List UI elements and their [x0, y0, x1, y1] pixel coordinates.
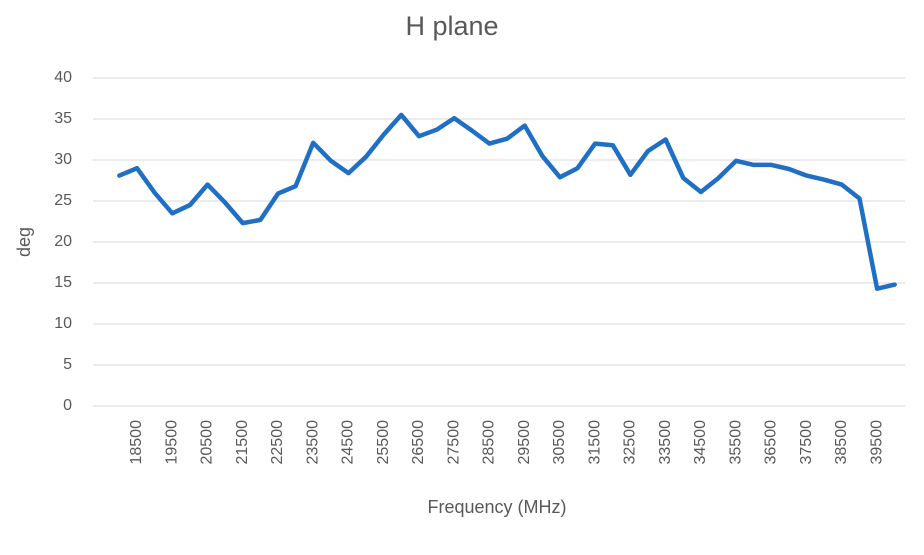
y-tick-label: 0	[63, 397, 72, 414]
x-tick-label: 27500	[445, 420, 462, 465]
x-tick-label: 30500	[551, 420, 568, 465]
y-tick-label: 40	[54, 69, 72, 86]
data-line	[117, 112, 897, 291]
x-tick-label: 21500	[234, 420, 251, 465]
x-tick-label: 25500	[375, 420, 392, 465]
x-axis-title: Frequency (MHz)	[427, 497, 566, 517]
y-tick-label: 10	[54, 315, 72, 332]
x-tick-label: 35500	[727, 420, 744, 465]
y-tick-label: 35	[54, 110, 72, 127]
x-tick-label: 26500	[410, 420, 427, 465]
y-tick-label: 30	[54, 151, 72, 168]
x-tick-label: 38500	[833, 420, 850, 465]
x-tick-label: 36500	[763, 420, 780, 465]
x-tick-label: 32500	[622, 420, 639, 465]
x-tick-label: 18500	[128, 420, 145, 465]
x-tick-label: 24500	[340, 420, 357, 465]
x-tick-label: 34500	[692, 420, 709, 465]
x-tick-label: 20500	[199, 420, 216, 465]
x-tick-label: 37500	[798, 420, 815, 465]
y-tick-label: 20	[54, 233, 72, 250]
chart-title: H plane	[405, 11, 498, 41]
y-tick-label: 15	[54, 274, 72, 291]
x-tick-label: 23500	[304, 420, 321, 465]
x-tick-label: 39500	[868, 420, 885, 465]
x-tick-label: 29500	[516, 420, 533, 465]
x-tick-label: 31500	[586, 420, 603, 465]
y-axis-title: deg	[14, 227, 34, 257]
x-tick-label: 33500	[657, 420, 674, 465]
y-tick-label: 25	[54, 192, 72, 209]
x-tick-label: 28500	[481, 420, 498, 465]
x-tick-label: 22500	[269, 420, 286, 465]
y-tick-label: 5	[63, 356, 72, 373]
x-tick-label: 19500	[163, 420, 180, 465]
